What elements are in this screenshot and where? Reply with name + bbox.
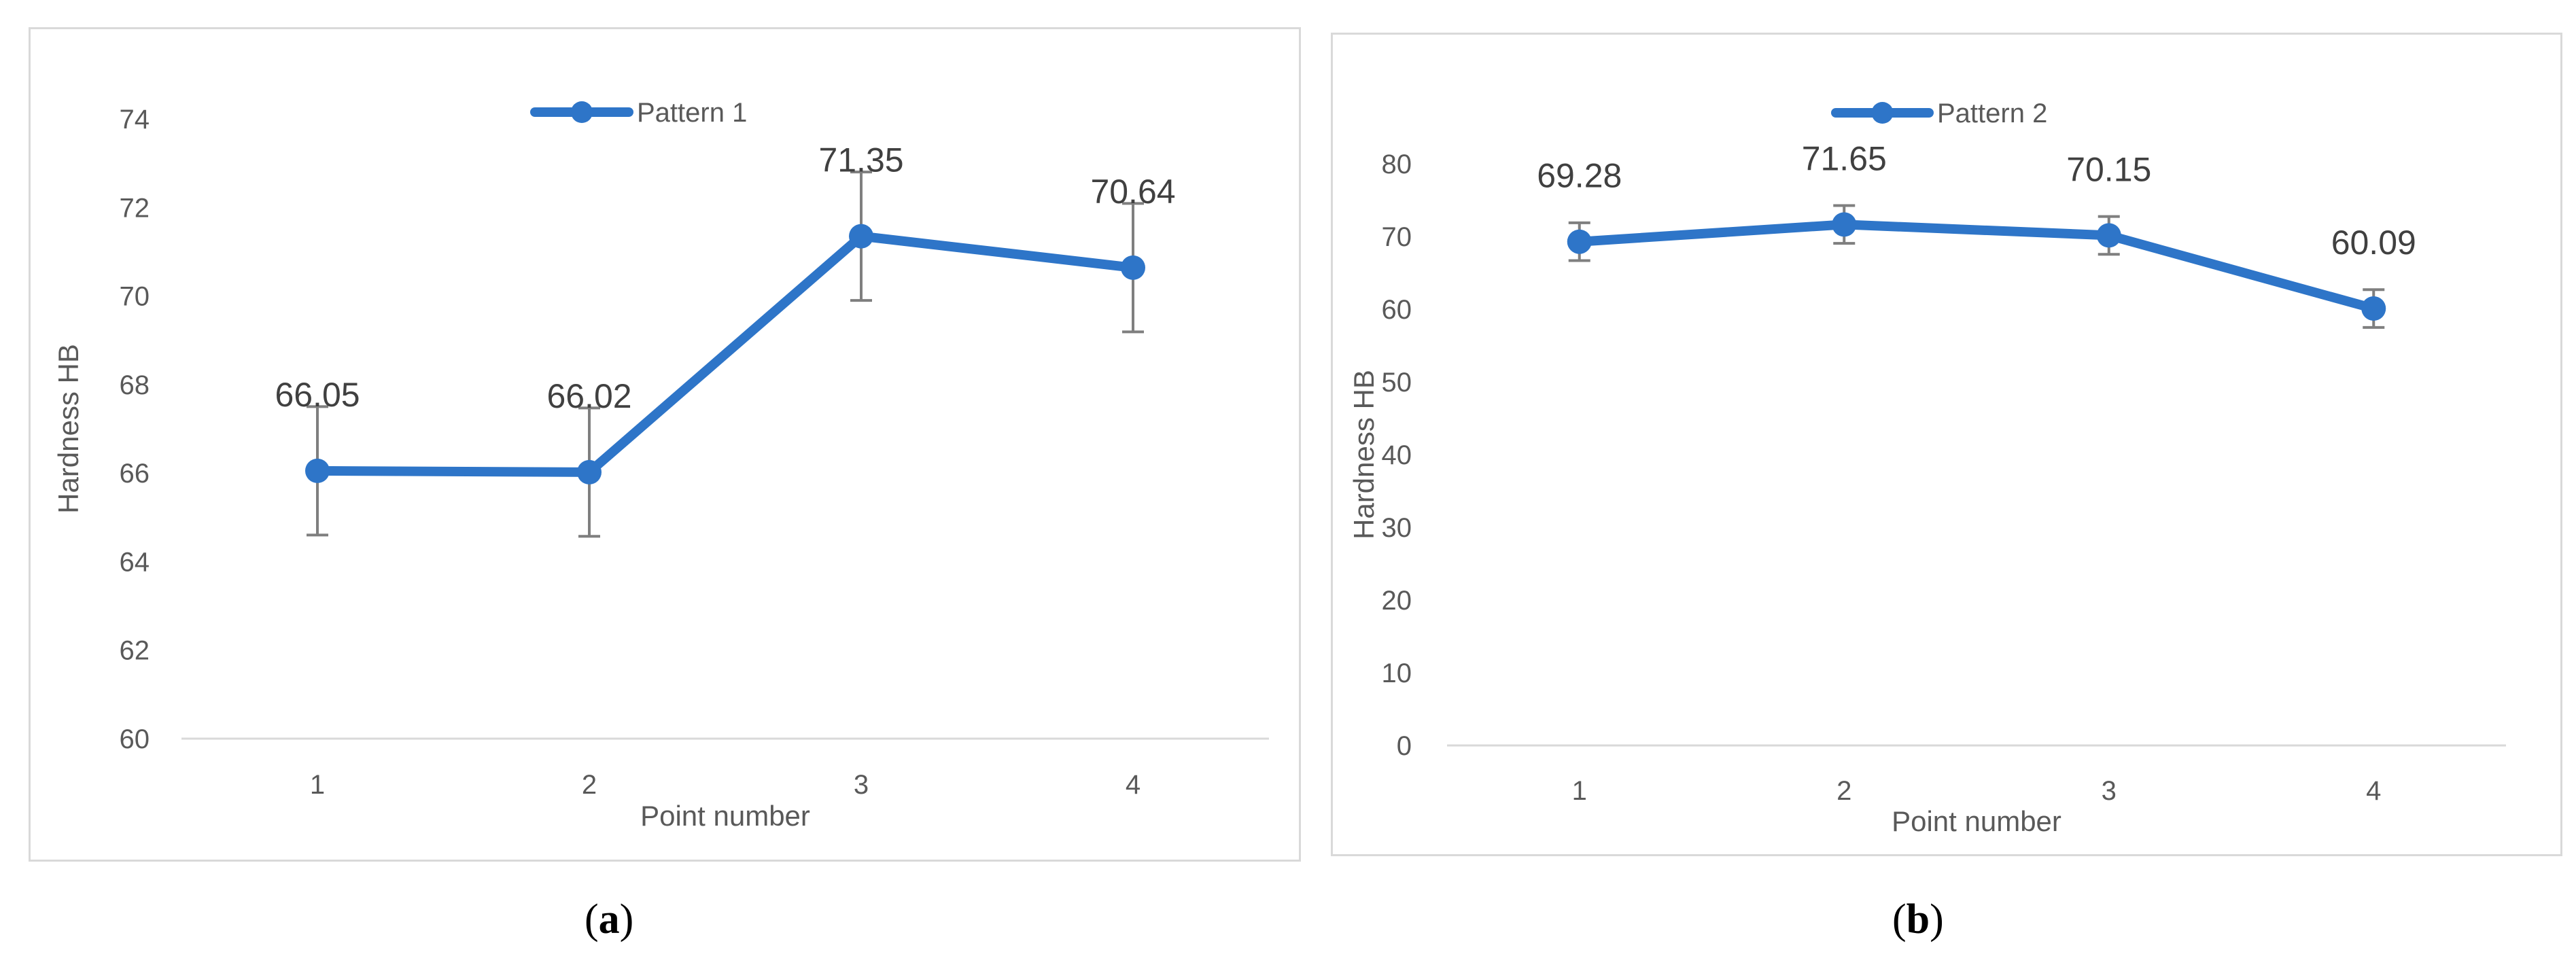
y-tick-label: 60: [120, 724, 150, 754]
y-tick-label: 70: [1382, 222, 1412, 252]
caption-b-open: (: [1892, 896, 1907, 942]
y-tick-label: 68: [120, 370, 150, 400]
data-point: [1121, 255, 1145, 280]
data-point: [2096, 223, 2121, 248]
legend-label: Pattern 2: [1937, 99, 2047, 128]
data-point: [577, 459, 602, 484]
series-line: [313, 231, 1138, 477]
y-tick-label: 72: [120, 193, 150, 223]
data-label: 69.28: [1537, 157, 1622, 195]
chart-panel-a: 60 62 64 66 68 70 72 74 1 2 3 4 Point number Hardness…: [29, 27, 1301, 862]
legend-marker: [1871, 102, 1894, 124]
x-tick-label: 2: [1837, 776, 1851, 806]
hardness-chart-b: 0 10 20 30 40 50 60 70 80 1 2 3 4 Point number Hardnes…: [1348, 99, 2506, 837]
legend-marker: [571, 101, 593, 123]
x-tick-label: 1: [310, 770, 325, 800]
y-tick-label: 30: [1382, 513, 1412, 543]
data-point: [1832, 212, 1857, 237]
caption-a-open: (: [585, 896, 599, 942]
y-tick-label: 66: [120, 459, 150, 489]
x-axis-title: Point number: [1892, 805, 2061, 837]
x-tick-label: 4: [2366, 776, 2381, 806]
x-tick-label: 3: [854, 770, 869, 800]
hardness-chart-a: 60 62 64 66 68 70 72 74 1 2 3 4 Point number Hardness…: [52, 98, 1269, 832]
y-axis-title: Hardness HB: [1348, 370, 1380, 540]
data-point: [849, 224, 873, 249]
data-label: 70.64: [1090, 173, 1175, 211]
y-tick-label: 0: [1397, 731, 1412, 761]
series-line: [1574, 219, 2379, 314]
y-tick-label: 64: [120, 547, 150, 577]
y-tick-label: 70: [120, 282, 150, 312]
x-axis-title: Point number: [640, 800, 810, 832]
legend: Pattern 2: [1831, 99, 2047, 128]
x-tick-label: 1: [1572, 776, 1587, 806]
data-label: 71.35: [818, 141, 903, 179]
caption-a: (a): [585, 896, 633, 944]
y-tick-label: 50: [1382, 368, 1412, 398]
x-tick-label: 3: [2102, 776, 2117, 806]
caption-a-close: ): [619, 896, 634, 942]
caption-b: (b): [1892, 896, 1944, 944]
y-tick-label: 40: [1382, 440, 1412, 470]
data-point: [1567, 229, 1592, 254]
y-axis-title: Hardness HB: [52, 344, 84, 514]
y-tick-label: 62: [120, 636, 150, 666]
y-tick-label: 80: [1382, 149, 1412, 179]
chart-panel-b: 0 10 20 30 40 50 60 70 80 1 2 3 4 Point number Hardnes…: [1331, 33, 2562, 856]
caption-a-letter: a: [598, 896, 620, 942]
caption-b-close: ): [1930, 896, 1944, 942]
y-tick-label: 60: [1382, 295, 1412, 325]
y-tick-label: 74: [120, 105, 150, 135]
data-point: [305, 458, 330, 483]
legend-label: Pattern 1: [637, 98, 747, 128]
data-label: 60.09: [2331, 224, 2416, 262]
x-tick-label: 4: [1126, 770, 1141, 800]
x-tick-label: 2: [582, 770, 597, 800]
data-label: 66.05: [275, 376, 360, 414]
data-point: [2361, 296, 2386, 321]
data-label: 70.15: [2066, 150, 2151, 188]
y-tick-label: 10: [1382, 658, 1412, 688]
data-label: 66.02: [546, 377, 631, 415]
y-tick-label: 20: [1382, 586, 1412, 616]
data-label: 71.65: [1802, 139, 1887, 177]
caption-b-letter: b: [1906, 896, 1930, 942]
legend: Pattern 1: [530, 98, 747, 128]
